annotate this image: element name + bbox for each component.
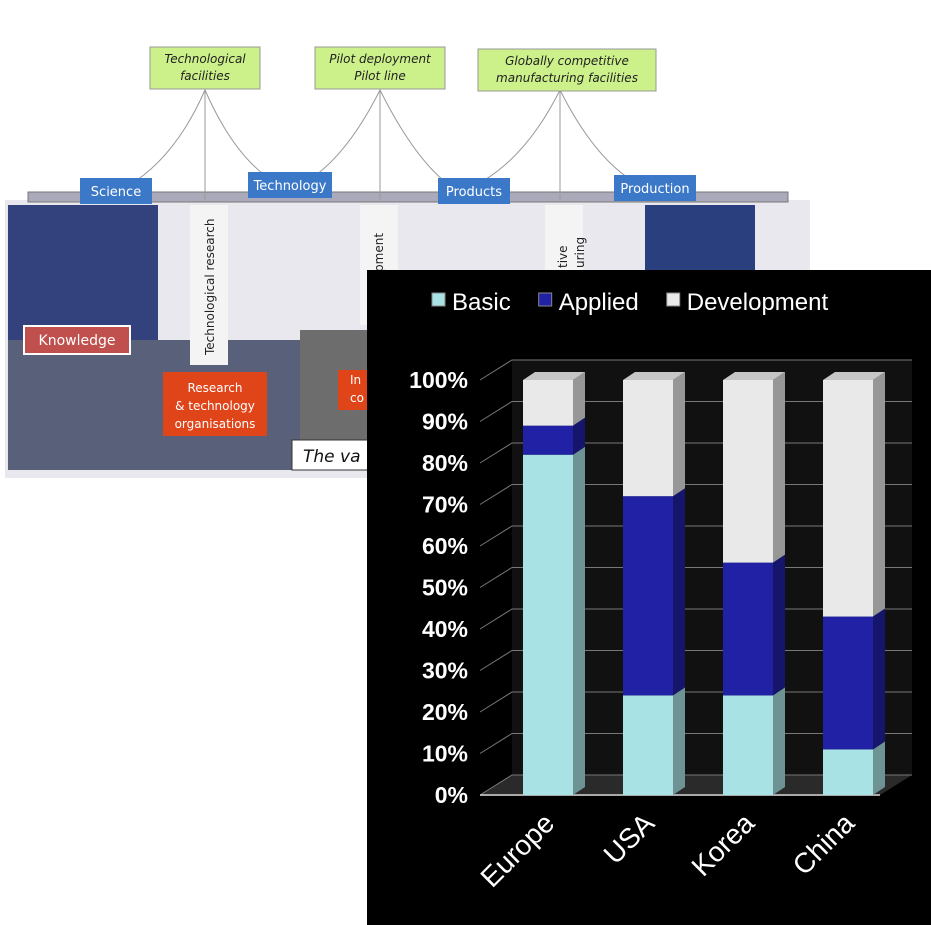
goal-text: Pilot deployment (329, 52, 432, 66)
bar-side (873, 741, 885, 795)
bar-top (623, 372, 685, 380)
actor-text: organisations (175, 417, 256, 431)
y-tick-label: 60% (422, 533, 468, 559)
stage-text: Science (91, 185, 141, 200)
y-tick-label: 70% (422, 492, 468, 518)
cables (109, 85, 651, 200)
bar-side (773, 554, 785, 696)
actor-text: co (350, 391, 364, 405)
legend-swatch (538, 292, 553, 307)
stage-text: Production (620, 182, 689, 197)
actor-text: Research (187, 381, 242, 395)
bar-segment (523, 425, 573, 455)
bar-segment (723, 562, 773, 696)
bar-top (523, 372, 585, 380)
bar-side (573, 372, 585, 426)
goal-text: facilities (180, 69, 230, 83)
goal-text: Pilot line (354, 69, 405, 83)
y-tick-label: 40% (422, 616, 468, 642)
knowledge-text: Knowledge (39, 333, 116, 349)
y-tick-label: 20% (422, 699, 468, 725)
y-tick-label: 100% (409, 367, 468, 393)
goal-text: Technological (164, 52, 246, 66)
y-tick-label: 50% (422, 575, 468, 601)
stage-box (248, 172, 332, 198)
bar-segment (823, 380, 873, 617)
legend-swatch (431, 292, 446, 307)
legend-label: Development (687, 289, 829, 316)
bar-segment (723, 695, 773, 795)
bar-side (573, 417, 585, 455)
pillar (190, 205, 228, 365)
legend-label: Basic (452, 289, 511, 316)
legend-label: Applied (559, 289, 639, 316)
bar-segment (523, 380, 573, 426)
goal-text: manufacturing facilities (496, 71, 638, 85)
bar-segment (623, 695, 673, 795)
pillar (545, 205, 583, 275)
bar-side (873, 372, 885, 617)
bar-side (773, 687, 785, 795)
bar-segment (523, 454, 573, 795)
bar-side (673, 372, 685, 497)
stage-text: Technology (253, 179, 327, 194)
bar-segment (823, 616, 873, 750)
bar-side (773, 372, 785, 563)
grid-line (479, 359, 912, 381)
photo (645, 205, 755, 275)
stage-box (438, 178, 510, 204)
actor-text: & technology (175, 399, 255, 413)
pillar-label: tive (556, 245, 570, 268)
caption: The va (303, 447, 361, 467)
y-tick-label: 30% (422, 658, 468, 684)
stage-box (80, 178, 152, 204)
bar-side (573, 446, 585, 795)
caption-box (291, 439, 373, 471)
bar-top (823, 372, 885, 380)
y-tick-label: 0% (435, 782, 468, 808)
pillar-label: uring (573, 237, 587, 268)
y-tick-label: 10% (422, 741, 468, 767)
bridge-deck (27, 191, 789, 203)
bar-segment (623, 380, 673, 497)
goal-box (477, 48, 657, 92)
bar-side (873, 608, 885, 750)
stage-text: Products (446, 185, 502, 200)
y-tick-label: 90% (422, 409, 468, 435)
bar-segment (723, 380, 773, 563)
bar-side (673, 488, 685, 696)
bar-side (673, 687, 685, 795)
chart: 0%10%20%30%40%50%60%70%80%90%100%Europe U… (409, 289, 912, 893)
y-tick-label: 80% (422, 450, 468, 476)
actor-box (163, 372, 267, 436)
bar-segment (623, 496, 673, 696)
goal-box (149, 46, 261, 90)
stage-box (614, 175, 696, 201)
legend-swatch (666, 292, 681, 307)
bar-top (723, 372, 785, 380)
actor-text: In (350, 373, 361, 387)
floor (480, 775, 912, 795)
goal-text: Globally competitive (505, 54, 629, 68)
pillar-label: Technological research (203, 219, 217, 356)
goal-box (314, 46, 446, 90)
knowledge-box (23, 325, 131, 355)
bar-segment (823, 749, 873, 795)
